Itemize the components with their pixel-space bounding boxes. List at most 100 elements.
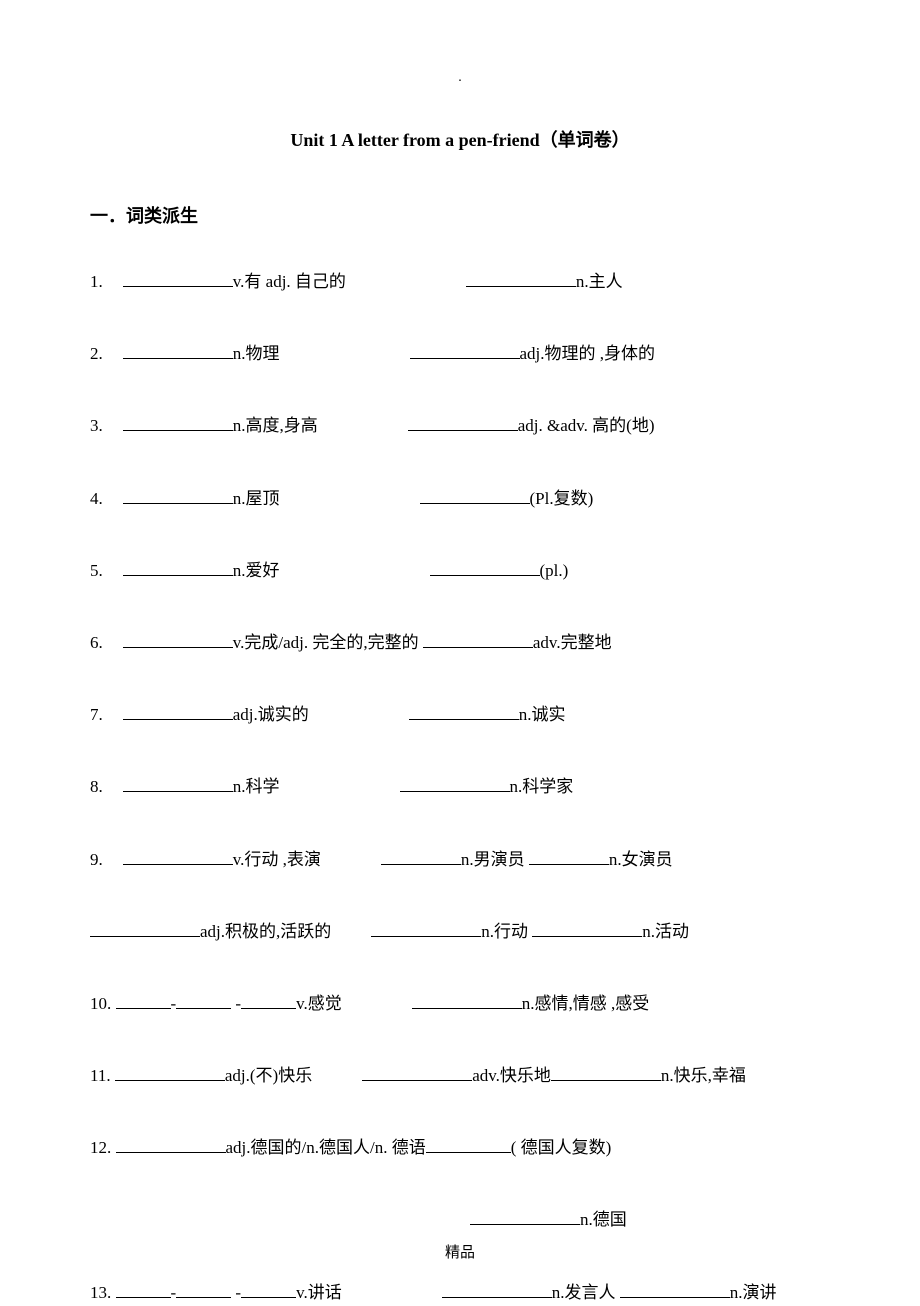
- blank: [408, 414, 518, 431]
- item-10: 10. - -v.感觉n.感情,情感 ,感受: [90, 990, 830, 1017]
- item-num: 3.: [90, 412, 103, 439]
- item-num: 7.: [90, 701, 103, 728]
- page-footer: 精品: [0, 1241, 920, 1262]
- item-3: 3. n.高度,身高 adj. &adv. 高的(地): [90, 412, 830, 439]
- blank: [115, 1064, 225, 1081]
- blank: [381, 848, 461, 865]
- title-en: Unit 1 A letter from a pen-friend: [290, 130, 539, 150]
- item-9b: adj.积极的,活跃的 n.行动 n.活动: [90, 918, 830, 945]
- item-8: 8. n.科学 n.科学家: [90, 773, 830, 800]
- item-text: n.感情,情感 ,感受: [522, 994, 650, 1013]
- blank: [466, 270, 576, 287]
- item-text: (pl.): [540, 561, 569, 580]
- blank: [241, 1281, 296, 1298]
- blank: [532, 920, 642, 937]
- item-text: adj.物理的 ,身体的: [520, 344, 656, 363]
- blank: [410, 342, 520, 359]
- item-text: n.科学家: [510, 777, 574, 796]
- item-5: 5. n.爱好 (pl.): [90, 557, 830, 584]
- blank: [123, 270, 233, 287]
- item-text: v.感觉: [296, 994, 342, 1013]
- blank: [176, 992, 231, 1009]
- blank: [442, 1281, 552, 1298]
- item-text: n.发言人: [552, 1283, 616, 1302]
- blank: [362, 1064, 472, 1081]
- blank: [529, 848, 609, 865]
- item-9: 9. v.行动 ,表演 n.男演员 n.女演员: [90, 846, 830, 873]
- item-num: 8.: [90, 773, 103, 800]
- item-text: n.男演员: [461, 850, 525, 869]
- item-12: 12. adj.德国的/n.德国人/n. 德语 ( 德国人复数): [90, 1134, 830, 1161]
- item-text: v.讲话: [296, 1283, 342, 1302]
- item-text: v.完成/adj. 完全的,完整的: [233, 633, 419, 652]
- item-text: n.诚实: [519, 705, 566, 724]
- blank: [116, 1281, 171, 1298]
- item-text: n.科学: [233, 777, 280, 796]
- page-title: Unit 1 A letter from a pen-friend（单词卷）: [90, 126, 830, 152]
- item-text: n.主人: [576, 272, 623, 291]
- item-num: 10.: [90, 990, 111, 1017]
- item-num: 6.: [90, 629, 103, 656]
- blank: [123, 414, 233, 431]
- title-cn: （单词卷）: [540, 130, 630, 150]
- item-text: adj.积极的,活跃的: [200, 922, 331, 941]
- blank: [123, 848, 233, 865]
- item-num: 5.: [90, 557, 103, 584]
- blank: [123, 559, 233, 576]
- item-1: 1. v.有 adj. 自己的 n.主人: [90, 268, 830, 295]
- item-text: n.爱好: [233, 561, 280, 580]
- item-text: n.女演员: [609, 850, 673, 869]
- item-text: adj.诚实的: [233, 705, 309, 724]
- blank: [409, 703, 519, 720]
- blank: [90, 920, 200, 937]
- item-num: 11.: [90, 1062, 111, 1089]
- item-text: adj.(不)快乐: [225, 1066, 312, 1085]
- item-text: adj.德国的/n.德国人/n. 德语: [226, 1138, 426, 1157]
- header-dot: .: [90, 70, 830, 86]
- item-2: 2. n.物理 adj.物理的 ,身体的: [90, 340, 830, 367]
- item-text: n.活动: [642, 922, 689, 941]
- blank: [176, 1281, 231, 1298]
- item-text: adv.完整地: [533, 633, 612, 652]
- item-6: 6. v.完成/adj. 完全的,完整的 adv.完整地: [90, 629, 830, 656]
- blank: [123, 342, 233, 359]
- blank: [371, 920, 481, 937]
- item-text: n.物理: [233, 344, 280, 363]
- item-text: n.德国: [580, 1210, 627, 1229]
- blank: [241, 992, 296, 1009]
- item-num: 4.: [90, 485, 103, 512]
- blank: [123, 703, 233, 720]
- item-7: 7. adj.诚实的 n.诚实: [90, 701, 830, 728]
- blank: [426, 1136, 511, 1153]
- item-text: ( 德国人复数): [511, 1138, 612, 1157]
- item-12b: n.德国: [90, 1206, 830, 1233]
- item-num: 9.: [90, 846, 103, 873]
- item-text: (Pl.复数): [530, 489, 594, 508]
- item-num: 1.: [90, 268, 103, 295]
- item-text: n.高度,身高: [233, 416, 318, 435]
- item-num: 12.: [90, 1134, 111, 1161]
- blank: [123, 487, 233, 504]
- blank: [620, 1281, 730, 1298]
- blank: [123, 775, 233, 792]
- item-num: 2.: [90, 340, 103, 367]
- blank: [430, 559, 540, 576]
- blank: [123, 631, 233, 648]
- item-11: 11. adj.(不)快乐 adv.快乐地 n.快乐,幸福: [90, 1062, 830, 1089]
- item-text: adv.快乐地: [472, 1066, 551, 1085]
- item-text: n.行动: [481, 922, 528, 941]
- item-text: v.有 adj. 自己的: [233, 272, 346, 291]
- item-text: n.屋顶: [233, 489, 280, 508]
- blank: [116, 1136, 226, 1153]
- blank: [412, 992, 522, 1009]
- blank: [551, 1064, 661, 1081]
- blank: [400, 775, 510, 792]
- item-text: n.快乐,幸福: [661, 1066, 746, 1085]
- blank: [423, 631, 533, 648]
- section-heading: 一．词类派生: [90, 202, 830, 228]
- blank: [420, 487, 530, 504]
- item-text: n.演讲: [730, 1283, 777, 1302]
- item-text: adj. &adv. 高的(地): [518, 416, 655, 435]
- item-text: v.行动 ,表演: [233, 850, 321, 869]
- item-4: 4. n.屋顶 (Pl.复数): [90, 485, 830, 512]
